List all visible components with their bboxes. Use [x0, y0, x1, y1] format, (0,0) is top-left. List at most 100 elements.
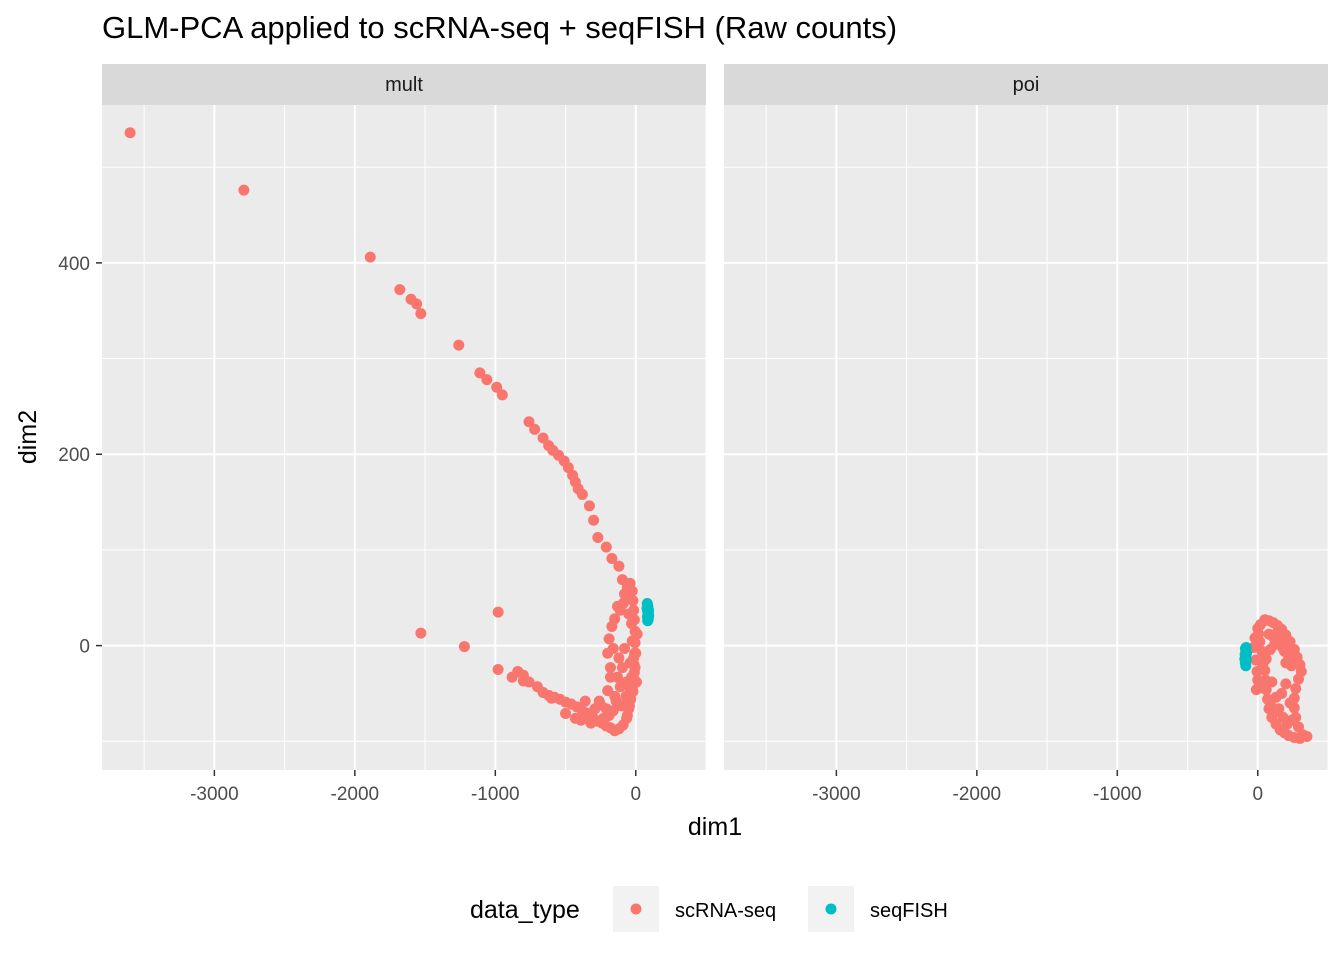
point-scrna-seq — [411, 298, 423, 310]
point-scrna-seq — [600, 703, 612, 715]
x-axis-poi: -3000 -2000 -1000 0 — [812, 770, 1263, 805]
point-scrna-seq — [545, 692, 557, 704]
point-scrna-seq — [602, 647, 614, 659]
x-tick-label: -3000 — [812, 784, 861, 805]
x-tick-label: -3000 — [190, 784, 239, 805]
point-scrna-seq — [560, 708, 572, 720]
point-seqfish — [643, 610, 655, 622]
point-scrna-seq — [531, 681, 543, 693]
point-scrna-seq — [613, 560, 625, 572]
point-scrna-seq — [623, 700, 635, 712]
point-scrna-seq — [1255, 682, 1267, 694]
point-scrna-seq — [1266, 676, 1278, 688]
point-scrna-seq — [1293, 673, 1305, 685]
strip-poi — [724, 64, 1328, 105]
plot-panel-poi — [724, 105, 1328, 770]
point-scrna-seq — [588, 514, 600, 526]
legend-title: data_type — [470, 896, 580, 924]
point-scrna-seq — [579, 695, 591, 707]
point-scrna-seq — [481, 374, 493, 386]
point-scrna-seq — [621, 676, 633, 688]
legend-point-seqfish — [825, 903, 837, 915]
strip-label-mult: mult — [385, 74, 423, 96]
point-scrna-seq — [492, 606, 504, 618]
panel-poi: poi — [724, 64, 1329, 770]
point-scrna-seq — [627, 686, 639, 698]
x-tick-label: -2000 — [953, 784, 1002, 805]
point-scrna-seq — [629, 662, 641, 674]
point-scrna-seq — [537, 432, 549, 444]
x-tick-label: 0 — [1252, 784, 1263, 805]
x-tick-label: -1000 — [471, 784, 520, 805]
point-scrna-seq — [364, 251, 376, 263]
y-axis: 0 200 400 — [58, 254, 102, 658]
panel-mult: mult — [102, 64, 707, 770]
point-scrna-seq — [626, 618, 638, 630]
point-scrna-seq — [458, 641, 470, 653]
point-scrna-seq — [597, 712, 609, 724]
point-scrna-seq — [1255, 619, 1267, 631]
plot-panel-mult — [102, 105, 706, 770]
point-scrna-seq — [1285, 660, 1297, 672]
point-scrna-seq — [603, 633, 615, 645]
point-seqfish — [1240, 642, 1252, 654]
x-axis-mult: -3000 -2000 -1000 0 — [190, 770, 641, 805]
x-tick-label: -1000 — [1093, 784, 1142, 805]
point-scrna-seq — [523, 416, 535, 428]
point-scrna-seq — [491, 381, 503, 393]
point-scrna-seq — [610, 695, 622, 707]
legend: data_type scRNA-seq seqFISH — [470, 886, 948, 932]
point-scrna-seq — [517, 675, 529, 687]
point-scrna-seq — [1249, 632, 1261, 644]
y-tick-label: 0 — [79, 637, 90, 658]
point-scrna-seq — [124, 127, 136, 139]
legend-point-scrna-seq — [630, 903, 642, 915]
point-scrna-seq — [631, 628, 643, 640]
point-scrna-seq — [506, 671, 518, 683]
point-scrna-seq — [453, 339, 465, 351]
x-axis-title: dim1 — [688, 813, 742, 841]
legend-label-seqfish: seqFISH — [870, 900, 948, 922]
point-scrna-seq — [415, 627, 427, 639]
point-scrna-seq — [575, 714, 587, 726]
point-scrna-seq — [1257, 659, 1269, 671]
strip-mult — [102, 64, 706, 105]
point-scrna-seq — [628, 652, 640, 664]
point-scrna-seq — [619, 642, 631, 654]
point-scrna-seq — [1276, 687, 1288, 699]
point-scrna-seq — [621, 709, 633, 721]
point-scrna-seq — [1264, 696, 1276, 708]
point-scrna-seq — [1290, 683, 1302, 695]
point-scrna-seq — [1269, 706, 1281, 718]
point-scrna-seq — [1281, 640, 1293, 652]
point-scrna-seq — [626, 585, 638, 597]
point-scrna-seq — [604, 671, 616, 683]
y-tick-label: 200 — [58, 445, 90, 466]
point-scrna-seq — [496, 389, 508, 401]
point-scrna-seq — [613, 652, 625, 664]
point-scrna-seq — [415, 308, 427, 320]
point-scrna-seq — [585, 717, 597, 729]
point-scrna-seq — [630, 676, 642, 688]
point-scrna-seq — [600, 541, 612, 553]
point-scrna-seq — [606, 553, 618, 565]
point-scrna-seq — [583, 500, 595, 512]
point-scrna-seq — [1280, 678, 1292, 690]
point-scrna-seq — [492, 664, 504, 676]
point-scrna-seq — [604, 662, 616, 674]
point-scrna-seq — [394, 284, 406, 296]
point-scrna-seq — [1284, 697, 1296, 709]
point-scrna-seq — [589, 703, 601, 715]
y-tick-label: 400 — [58, 254, 90, 275]
strip-label-poi: poi — [1013, 74, 1040, 96]
point-scrna-seq — [620, 594, 632, 606]
legend-label-scrna-seq: scRNA-seq — [675, 900, 776, 922]
point-scrna-seq — [609, 613, 621, 625]
point-scrna-seq — [623, 608, 635, 620]
point-scrna-seq — [474, 367, 486, 379]
x-tick-label: 0 — [630, 784, 641, 805]
y-axis-title: dim2 — [14, 410, 42, 464]
point-scrna-seq — [1285, 714, 1297, 726]
point-scrna-seq — [238, 184, 250, 196]
